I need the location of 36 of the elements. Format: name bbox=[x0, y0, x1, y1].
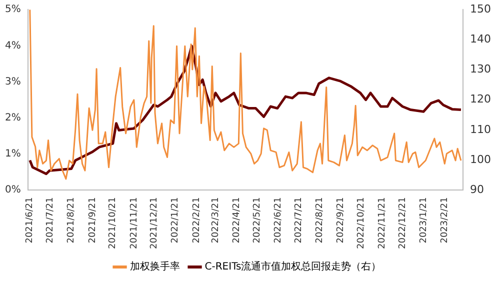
x-tick-label: 2022/2/21 bbox=[192, 197, 202, 244]
x-tick-label: 2022/6/21 bbox=[273, 197, 284, 244]
x-tick-label: 2022/11/21 bbox=[377, 197, 388, 249]
y2-tick-label: 120 bbox=[470, 92, 492, 106]
x-tick-label: 2022/9/21 bbox=[336, 197, 346, 244]
y-tick-label: 1% bbox=[4, 148, 21, 160]
x-tick-label: 2022/1/21 bbox=[170, 197, 181, 244]
y2-tick-label: 130 bbox=[470, 62, 492, 76]
y-tick-label: 4% bbox=[4, 40, 21, 52]
y-tick-label: 3% bbox=[4, 76, 21, 88]
x-tick-label: 2021/9/21 bbox=[88, 197, 98, 244]
y2-tick-label: 140 bbox=[470, 32, 492, 46]
x-tick-label: 2022/4/21 bbox=[232, 197, 242, 244]
x-tick-label: 2022/8/21 bbox=[314, 197, 325, 244]
y-tick-label: 0% bbox=[4, 184, 21, 196]
x-tick-label: 2022/7/21 bbox=[294, 197, 304, 244]
y-tick-label: 2% bbox=[4, 112, 21, 124]
x-tick-label: 2021/8/21 bbox=[66, 197, 77, 244]
x-tick-label: 2022/3/21 bbox=[210, 197, 221, 244]
y-tick-label: 5% bbox=[4, 4, 21, 16]
x-tick-label: 2021/12/21 bbox=[150, 197, 160, 249]
x-tick-label: 2022/5/21 bbox=[252, 197, 262, 244]
x-tick-label: 2023/1/21 bbox=[418, 197, 429, 244]
x-tick-label: 2022/12/21 bbox=[398, 197, 408, 249]
y2-tick-label: 150 bbox=[470, 2, 492, 16]
legend-label: 加权换手率 bbox=[130, 260, 180, 273]
x-tick-label: 2021/7/21 bbox=[46, 197, 56, 244]
x-tick-label: 2023/2/21 bbox=[440, 197, 450, 244]
x-tick-label: 2021/10/21 bbox=[108, 197, 118, 249]
x-tick-label: 2022/10/21 bbox=[356, 197, 366, 249]
y2-tick-label: 90 bbox=[470, 182, 484, 196]
y2-tick-label: 100 bbox=[470, 152, 492, 166]
y2-tick-label: 110 bbox=[470, 122, 492, 136]
x-tick-label: 2021/6/21 bbox=[25, 197, 36, 244]
legend-label: C-REITs流通市值加权总回报走势（右） bbox=[204, 260, 382, 273]
x-tick-label: 2021/11/21 bbox=[129, 197, 140, 249]
